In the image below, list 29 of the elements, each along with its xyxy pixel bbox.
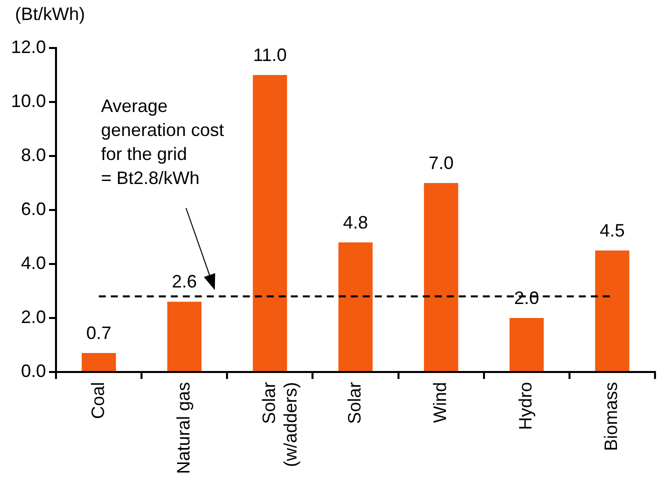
x-tick-label: Solar bbox=[344, 382, 364, 424]
x-tick-label: Natural gas bbox=[173, 382, 194, 474]
bar bbox=[595, 250, 630, 371]
x-tick-label: Biomass bbox=[601, 382, 622, 451]
data-label: 0.7 bbox=[86, 323, 112, 344]
bar bbox=[424, 182, 458, 371]
bar bbox=[82, 353, 116, 371]
y-tick-label: 0.0 bbox=[21, 360, 46, 381]
x-tick-label: Coal bbox=[88, 382, 108, 419]
y-tick-label: 6.0 bbox=[21, 198, 46, 219]
y-tick-label: 4.0 bbox=[21, 252, 46, 273]
bar bbox=[252, 74, 288, 371]
x-tick-label: Wind bbox=[430, 382, 450, 423]
bar bbox=[167, 302, 202, 371]
data-label: 7.0 bbox=[428, 152, 454, 173]
y-axis-title: (Bt/kWh) bbox=[15, 4, 85, 24]
x-tick-label: Solar (w/adders) bbox=[258, 382, 301, 467]
bar bbox=[510, 318, 544, 371]
data-label: 2.6 bbox=[172, 272, 197, 292]
y-tick-label: 10.0 bbox=[10, 90, 46, 111]
y-tick-label: 2.0 bbox=[21, 306, 46, 327]
data-label: 4.8 bbox=[343, 212, 368, 232]
y-tick-label: 12.0 bbox=[10, 36, 46, 57]
y-tick-label: 8.0 bbox=[21, 144, 46, 165]
data-label: 11.0 bbox=[253, 44, 287, 65]
annotation: Average generation cost for the grid = Bt2.8/kWh bbox=[100, 96, 224, 188]
x-tick-label: Hydro bbox=[516, 382, 536, 430]
bar bbox=[338, 242, 373, 371]
data-label: 4.5 bbox=[600, 220, 625, 240]
